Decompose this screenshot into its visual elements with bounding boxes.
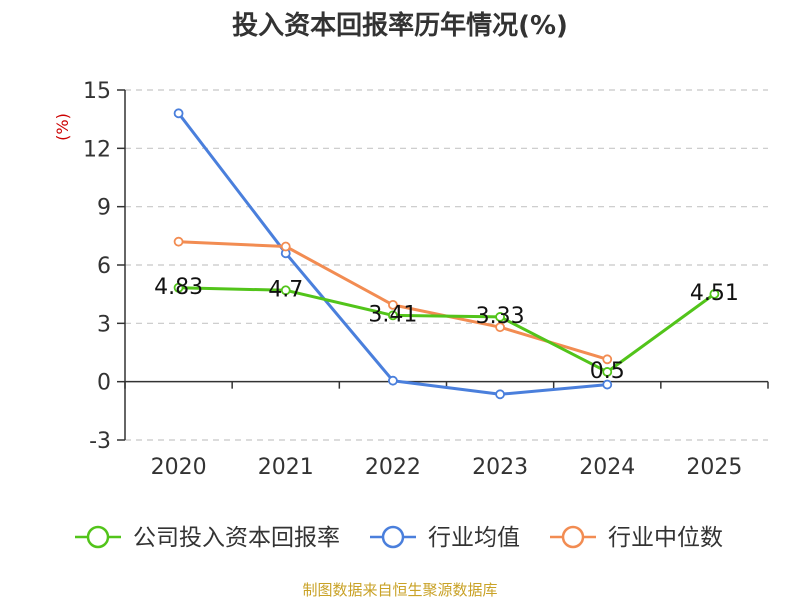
series-lines [173, 108, 720, 400]
data-label: 3.41 [368, 302, 417, 327]
legend-swatch-marker [381, 525, 405, 549]
x-tick-label: 2021 [258, 455, 314, 480]
data-point [173, 236, 184, 247]
data-point [173, 282, 184, 293]
y-tick-label: 15 [83, 79, 111, 104]
y-tick-label: -3 [89, 429, 111, 454]
data-label: 4.51 [690, 281, 739, 306]
y-tick-label: 12 [83, 137, 111, 162]
data-point [173, 108, 184, 119]
y-tick-label: 9 [97, 196, 111, 221]
y-tick-label: 0 [97, 371, 111, 396]
data-label: 0.5 [590, 359, 625, 384]
x-axis: 2020 2021 2022 2023 2024 2025 [124, 380, 769, 480]
legend: 公司投入资本回报率 行业均值 行业中位数 [75, 525, 723, 551]
data-point [602, 367, 613, 377]
data-point [388, 299, 398, 310]
series-line [177, 112, 608, 396]
data-point [495, 312, 505, 322]
legend-item[interactable]: 公司投入资本回报率 [75, 525, 340, 551]
legend-label: 行业中位数 [608, 525, 723, 551]
y-tick-label: 6 [97, 254, 111, 279]
data-point [709, 289, 720, 299]
chart-title: 投入资本回报率历年情况(%) [232, 10, 568, 41]
y-axis-unit: (%) [53, 113, 72, 141]
legend-swatch-marker [561, 525, 585, 549]
data-point [280, 285, 291, 296]
x-tick-label: 2020 [151, 455, 207, 480]
source-note: 制图数据来自恒生聚源数据库 [302, 581, 497, 599]
data-labels: 4.83 4.7 3.41 3.33 0.5 4.51 [154, 275, 739, 384]
data-point [602, 354, 613, 365]
series-line [178, 286, 716, 374]
legend-item[interactable]: 行业均值 [370, 525, 520, 551]
x-tick-label: 2025 [686, 455, 742, 480]
y-tick-label: 3 [97, 312, 111, 337]
x-tick-label: 2023 [472, 455, 528, 480]
legend-label: 行业均值 [428, 525, 520, 551]
data-point [388, 310, 398, 321]
data-label: 4.7 [268, 277, 303, 302]
data-label: 4.83 [154, 275, 203, 300]
x-tick-label: 2022 [365, 455, 421, 480]
legend-swatch-marker [86, 525, 110, 549]
data-point [495, 322, 505, 333]
x-tick-label: 2024 [579, 455, 635, 480]
data-point [280, 241, 291, 252]
legend-item[interactable]: 行业中位数 [550, 525, 723, 551]
y-axis-ticks: -3 0 3 6 9 12 15 [83, 79, 126, 454]
data-point [602, 379, 613, 390]
grid-lines [125, 89, 768, 441]
legend-label: 公司投入资本回报率 [133, 525, 340, 551]
data-point [495, 389, 505, 400]
data-label: 3.33 [476, 304, 525, 329]
data-point [388, 375, 398, 386]
